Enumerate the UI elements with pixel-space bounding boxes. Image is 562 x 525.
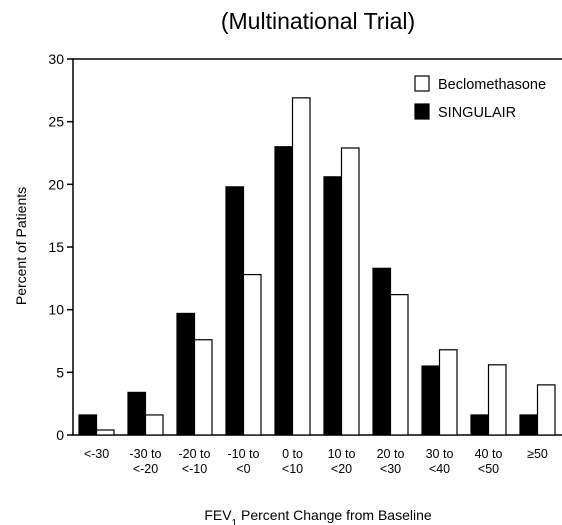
- x-tick-label: <-30: [84, 447, 109, 461]
- x-axis-label-subscript: 1: [232, 518, 238, 525]
- x-tick-label-line: <-20: [133, 462, 158, 476]
- y-tick-label: 0: [56, 427, 64, 443]
- x-tick-label-line: 10 to: [328, 447, 356, 461]
- x-tick-label-line: <-30: [84, 447, 109, 461]
- x-tick-label: 40 to <50: [475, 447, 503, 476]
- bar-singulair: [519, 414, 539, 436]
- bar-singulair: [421, 365, 441, 436]
- x-tick-label-line: 20 to: [377, 447, 405, 461]
- bar-beclomethasone: [193, 339, 213, 436]
- legend-label-beclomethasone: Beclomethasone: [438, 77, 546, 93]
- bar-singulair: [470, 414, 490, 436]
- bar-singulair: [274, 146, 294, 436]
- x-tick-label-line: -20 to: [179, 447, 211, 461]
- x-tick-label: 20 to <30: [377, 447, 405, 476]
- bar-beclomethasone: [291, 97, 311, 436]
- bar-singulair: [176, 312, 196, 436]
- bars: [78, 97, 556, 436]
- x-axis-label-prefix: FEV: [204, 507, 232, 523]
- y-tick-label: 15: [48, 239, 64, 255]
- y-tick-label: 10: [48, 302, 64, 318]
- bar-singulair: [127, 391, 147, 436]
- y-tick-label: 20: [48, 176, 64, 192]
- chart-title: (Multinational Trial): [221, 8, 415, 34]
- legend-label-singulair: SINGULAIR: [438, 105, 516, 121]
- legend-swatch-singulair: [414, 103, 430, 120]
- x-tick-label-line: <0: [236, 462, 250, 476]
- bar-beclomethasone: [487, 364, 507, 436]
- x-tick-label: 30 to <40: [426, 447, 454, 476]
- legend: Beclomethasone SINGULAIR: [414, 75, 546, 121]
- bar-beclomethasone: [95, 429, 115, 436]
- x-axis-label: FEV1 Percent Change from Baseline: [204, 507, 432, 525]
- bar-singulair: [372, 267, 392, 436]
- y-tick-label: 30: [48, 51, 64, 67]
- x-tick-label-line: <40: [429, 462, 450, 476]
- x-tick-label-line: <-10: [182, 462, 207, 476]
- x-tick-label-line: <30: [380, 462, 401, 476]
- bar-beclomethasone: [536, 384, 556, 436]
- x-tick-label-line: <20: [331, 462, 352, 476]
- legend-swatch-beclomethasone: [414, 75, 430, 92]
- x-axis-label-suffix: Percent Change from Baseline: [237, 507, 432, 523]
- x-axis: <-30 -30 to <-20 -20 to <-10 -10 to <0 0 to <10 1…: [84, 447, 548, 476]
- x-tick-label: -10 to <0: [228, 447, 260, 476]
- bar-singulair: [225, 186, 245, 436]
- y-tick-label: 25: [48, 114, 64, 130]
- bar-beclomethasone: [340, 147, 360, 436]
- bar-singulair: [323, 176, 343, 436]
- x-tick-label: 0 to <10: [282, 447, 303, 476]
- bar-beclomethasone: [144, 414, 164, 436]
- x-tick-label: ≥50: [527, 447, 548, 461]
- x-tick-label-line: ≥50: [527, 447, 548, 461]
- bar-beclomethasone: [438, 349, 458, 436]
- x-tick-label-line: 0 to: [282, 447, 303, 461]
- bar-singulair: [78, 414, 98, 436]
- y-axis: 0 5 10 15 20 25 30: [48, 51, 73, 443]
- x-tick-label-line: 30 to: [426, 447, 454, 461]
- x-tick-label: -30 to <-20: [130, 447, 162, 476]
- y-axis-label: Percent of Patients: [13, 187, 29, 305]
- x-tick-label-line: -10 to: [228, 447, 260, 461]
- x-tick-label-line: -30 to: [130, 447, 162, 461]
- bar-beclomethasone: [242, 273, 262, 436]
- x-tick-label: 10 to <20: [328, 447, 356, 476]
- x-tick-label: -20 to <-10: [179, 447, 211, 476]
- x-tick-label-line: <50: [478, 462, 499, 476]
- x-tick-label-line: 40 to: [475, 447, 503, 461]
- x-tick-label-line: <10: [282, 462, 303, 476]
- y-tick-label: 5: [56, 364, 64, 380]
- bar-beclomethasone: [389, 294, 409, 436]
